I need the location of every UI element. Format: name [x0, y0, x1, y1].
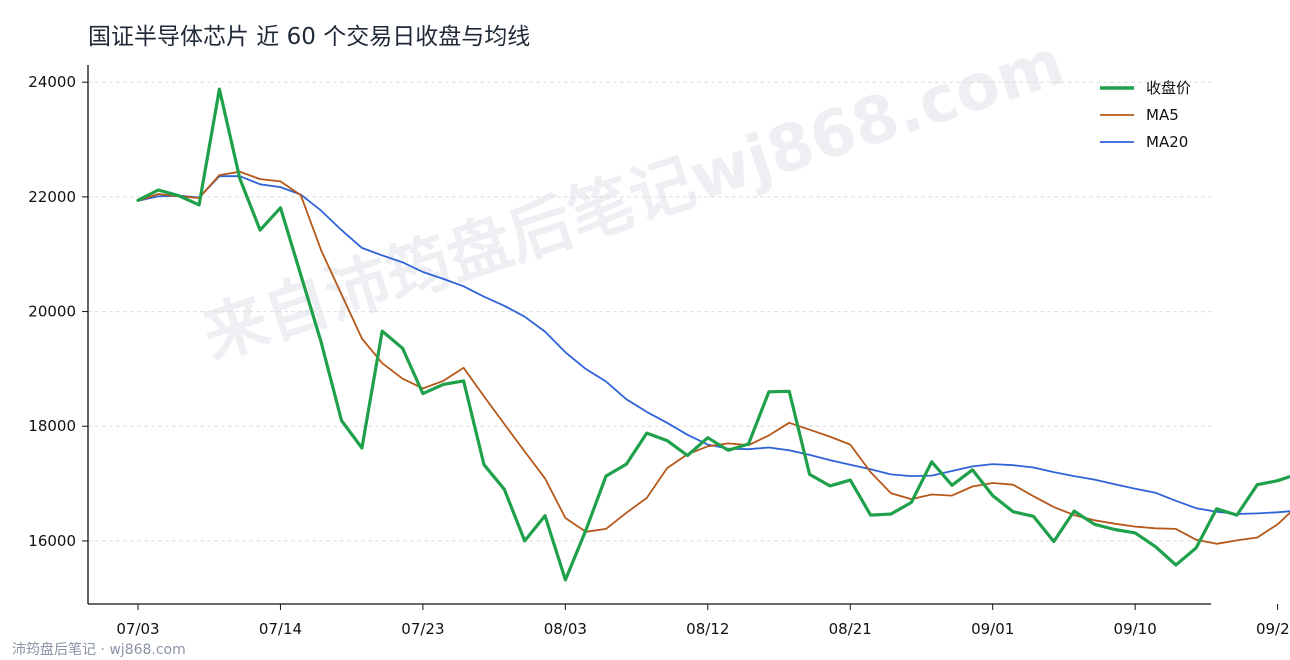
- y-tick-label: 24000: [28, 73, 76, 91]
- series-line-ma20: [137, 175, 1290, 515]
- legend-label-ma20: MA20: [1146, 133, 1188, 151]
- y-axis-ticks: 16000 18000 20000 22000 24000: [28, 73, 88, 550]
- x-tick-label: 09/10: [1114, 620, 1157, 638]
- x-tick-label: 08/21: [829, 620, 872, 638]
- grid-lines: [88, 81, 1211, 542]
- legend-label-ma5: MA5: [1146, 106, 1179, 124]
- chart-title: 国证半导体芯片 近 60 个交易日收盘与均线: [88, 24, 530, 50]
- axes: [87, 65, 1211, 605]
- watermark-text: 来自沛筠盘后笔记wj868.com: [194, 26, 1072, 374]
- y-tick-label: 22000: [28, 188, 76, 206]
- x-tick-label: 07/03: [116, 620, 159, 638]
- y-tick-label: 18000: [28, 417, 76, 435]
- series-group: 16667.23: [136, 87, 1290, 582]
- legend-label-close: 收盘价: [1146, 79, 1191, 97]
- x-tick-label: 09/01: [971, 620, 1014, 638]
- series-line-ma5: [137, 170, 1290, 545]
- x-tick-label: 07/23: [401, 620, 444, 638]
- x-tick-label: 09/21: [1256, 620, 1290, 638]
- y-tick-label: 16000: [28, 532, 76, 550]
- footer-text: 沛筠盘后笔记 · wj868.com: [12, 641, 186, 658]
- y-tick-label: 20000: [28, 303, 76, 321]
- x-axis-ticks: 07/03 07/14 07/23 08/03 08/12 08/21 09/01 09/10…: [116, 604, 1290, 638]
- x-tick-label: 08/03: [544, 620, 587, 638]
- legend: 收盘价 MA5 MA20: [1100, 79, 1191, 151]
- series-line-close: [136, 87, 1290, 582]
- x-tick-label: 08/12: [686, 620, 729, 638]
- x-tick-label: 07/14: [259, 620, 302, 638]
